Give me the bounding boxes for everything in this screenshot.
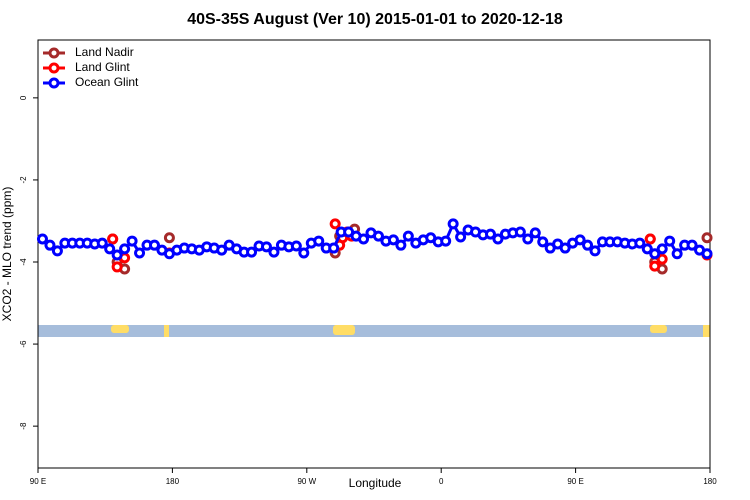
y-tick-label: -6	[19, 340, 28, 348]
data-point	[148, 239, 160, 251]
data-point	[701, 232, 713, 244]
y-axis-label: XCO2 - MLO trend (ppm)	[0, 187, 14, 322]
x-axis-label: Longitude	[349, 476, 402, 490]
land	[111, 325, 129, 333]
data-point	[644, 233, 656, 245]
data-point	[656, 253, 668, 265]
x-tick-label: 180	[703, 477, 717, 486]
data-point	[529, 227, 541, 239]
y-tick-label: 0	[19, 95, 28, 100]
data-point	[44, 239, 56, 251]
data-point	[126, 235, 138, 247]
x-tick-label: 0	[439, 477, 444, 486]
x-tick-label: 90 W	[297, 477, 316, 486]
data-point	[559, 242, 571, 254]
data-point	[514, 226, 526, 238]
y-tick-label: -4	[19, 258, 28, 266]
data-point	[290, 240, 302, 252]
data-point	[455, 231, 467, 243]
data-point	[260, 241, 272, 253]
data-point	[328, 242, 340, 254]
data-point	[107, 233, 119, 245]
data-point	[402, 230, 414, 242]
land	[333, 325, 355, 335]
data-point	[634, 237, 646, 249]
data-point	[582, 239, 594, 251]
data-point	[641, 243, 653, 255]
data-point	[440, 235, 452, 247]
data-point	[246, 246, 258, 258]
land	[164, 325, 169, 337]
data-point	[96, 237, 108, 249]
data-point	[387, 234, 399, 246]
data-point	[537, 236, 549, 248]
data-point	[686, 239, 698, 251]
data-point	[111, 249, 123, 261]
data-point	[51, 245, 63, 257]
data-point	[656, 243, 668, 255]
data-point	[649, 248, 661, 260]
map-strip	[38, 325, 710, 337]
legend-marker	[48, 47, 60, 59]
land	[703, 325, 710, 337]
data-point	[313, 235, 325, 247]
data-point	[104, 243, 116, 255]
legend-marker	[48, 62, 60, 74]
legend-label: Land Glint	[75, 60, 130, 74]
data-point	[134, 247, 146, 259]
x-tick-label: 90 E	[567, 477, 583, 486]
data-point	[36, 233, 48, 245]
data-point	[492, 233, 504, 245]
data-point	[119, 243, 131, 255]
data-point	[298, 247, 310, 259]
legend-label: Ocean Glint	[75, 75, 139, 89]
data-point	[671, 248, 683, 260]
data-point	[574, 234, 586, 246]
data-point	[589, 245, 601, 257]
y-tick-label: -2	[19, 176, 28, 184]
data-point	[395, 239, 407, 251]
land	[650, 325, 667, 333]
data-point	[664, 235, 676, 247]
data-point	[216, 244, 228, 256]
data-point	[447, 218, 459, 230]
data-point	[329, 218, 341, 230]
legend-label: Land Nadir	[75, 45, 134, 59]
data-point	[522, 233, 534, 245]
y-tick-label: -8	[19, 422, 28, 430]
data-point	[268, 246, 280, 258]
data-point	[163, 232, 175, 244]
data-point	[358, 233, 370, 245]
ocean-band	[38, 325, 710, 337]
data-point	[701, 248, 713, 260]
legend-marker	[48, 77, 60, 89]
x-tick-label: 90 E	[30, 477, 46, 486]
data-point	[649, 260, 661, 272]
chart-title: 40S-35S August (Ver 10) 2015-01-01 to 20…	[187, 11, 563, 28]
data-point	[372, 230, 384, 242]
data-point	[484, 228, 496, 240]
x-tick-label: 180	[166, 477, 180, 486]
data-point	[111, 261, 123, 273]
